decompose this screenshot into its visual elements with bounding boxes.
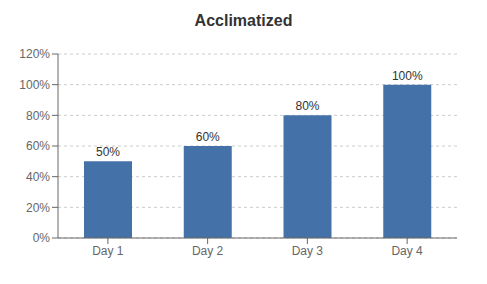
svg-text:60%: 60% <box>196 130 220 144</box>
svg-text:40%: 40% <box>26 170 50 184</box>
svg-text:Day 1: Day 1 <box>92 244 124 258</box>
svg-text:80%: 80% <box>295 99 319 113</box>
svg-text:60%: 60% <box>26 139 50 153</box>
svg-text:Day 3: Day 3 <box>292 244 324 258</box>
svg-text:Day 2: Day 2 <box>192 244 224 258</box>
svg-text:80%: 80% <box>26 109 50 123</box>
svg-text:120%: 120% <box>19 47 50 61</box>
html-text:Acclimatized: Acclimatized <box>194 12 293 29</box>
svg-text:100%: 100% <box>19 78 50 92</box>
svg-text:Day 4: Day 4 <box>391 244 423 258</box>
svg-text:50%: 50% <box>96 145 120 159</box>
svg-text:100%: 100% <box>392 69 423 83</box>
svg-text:0%: 0% <box>33 231 51 245</box>
svg-text:20%: 20% <box>26 201 50 215</box>
